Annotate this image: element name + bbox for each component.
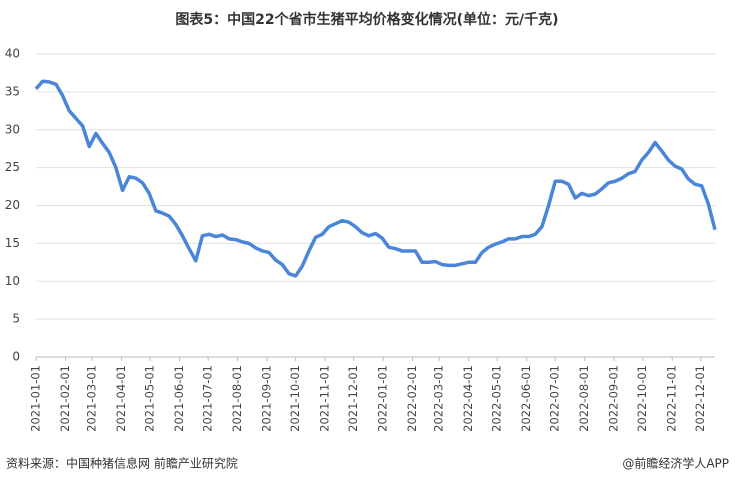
- x-tick-label: 2021-12-01: [346, 365, 360, 432]
- y-tick-label: 20: [5, 198, 20, 212]
- x-tick-label: 2022-10-01: [635, 365, 649, 432]
- y-tick-label: 30: [5, 122, 20, 136]
- y-tick-label: 5: [12, 312, 20, 326]
- chart-title: 图表5：中国22个省市生猪平均价格变化情况(单位：元/千克): [175, 11, 558, 28]
- x-tick-label: 2021-04-01: [114, 365, 128, 432]
- x-tick-label: 2021-05-01: [143, 365, 157, 432]
- x-tick-label: 2022-03-01: [432, 365, 446, 432]
- source-note: 资料来源：中国种猪信息网 前瞻产业研究院: [6, 456, 238, 471]
- x-tick-label: 2022-06-01: [519, 365, 533, 432]
- x-tick-label: 2021-09-01: [260, 365, 274, 432]
- x-tick-label: 2021-08-01: [230, 365, 244, 432]
- x-tick-label: 2021-11-01: [318, 365, 332, 432]
- y-tick-label: 25: [5, 160, 20, 174]
- line-series: [34, 79, 717, 278]
- x-tick-label: 2022-04-01: [461, 365, 475, 432]
- x-tick-label: 2022-01-01: [376, 365, 390, 432]
- x-tick-label: 2022-05-01: [490, 365, 504, 432]
- x-tick-label: 2021-03-01: [85, 365, 99, 432]
- x-tick-label: 2021-07-01: [201, 365, 215, 432]
- credit: @前瞻经济学人APP: [622, 456, 729, 471]
- x-tick-label: 2022-08-01: [577, 365, 591, 432]
- x-tick-label: 2021-10-01: [288, 365, 302, 432]
- y-tick-label: 35: [5, 84, 20, 98]
- x-tick-label: 2021-02-01: [58, 365, 72, 432]
- x-tick-label: 2021-06-01: [172, 365, 186, 432]
- y-tick-label: 15: [5, 236, 20, 250]
- x-tick-label: 2021-01-01: [29, 365, 43, 432]
- x-tick-label: 2022-07-01: [548, 365, 562, 432]
- y-tick-label: 10: [5, 274, 20, 288]
- x-tick-label: 2022-12-01: [693, 365, 707, 432]
- x-tick-label: 2022-11-01: [665, 365, 679, 432]
- x-tick-label: 2022-09-01: [607, 365, 621, 432]
- y-tick-label: 0: [12, 350, 20, 364]
- x-tick-label: 2022-02-01: [405, 365, 419, 432]
- y-tick-label: 40: [5, 47, 20, 61]
